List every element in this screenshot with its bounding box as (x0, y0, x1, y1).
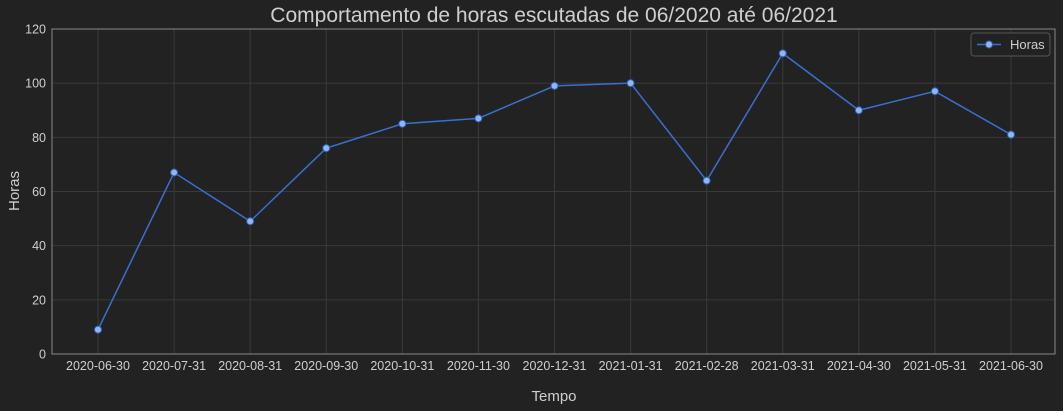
y-tick-label: 80 (32, 131, 46, 145)
data-point (702, 176, 711, 185)
plot-frame (51, 28, 1056, 355)
data-point (778, 49, 787, 58)
legend-box (970, 32, 1051, 57)
data-point (398, 119, 407, 128)
x-tick-label: 2021-04-30 (827, 359, 891, 373)
data-point (930, 87, 939, 96)
x-tick-label: 2020-07-31 (142, 359, 206, 373)
y-tick-label: 120 (25, 23, 46, 37)
x-tick-label: 2020-06-30 (66, 359, 130, 373)
data-point (550, 81, 559, 90)
x-tick-label: 2021-06-30 (979, 359, 1043, 373)
y-tick-label: 40 (32, 239, 46, 253)
series-markers (94, 49, 1015, 334)
data-point (474, 114, 483, 123)
y-tick-label: 100 (25, 77, 46, 91)
y-tick-label: 60 (32, 185, 46, 199)
x-tick-label: 2020-10-31 (370, 359, 434, 373)
legend-label-horas: Horas (1010, 37, 1045, 52)
data-point (322, 144, 331, 153)
data-point (170, 168, 179, 177)
chart-title: Comportamento de horas escutadas de 06/2… (270, 4, 837, 27)
x-tick-label: 2021-03-31 (751, 359, 815, 373)
y-tick-label: 0 (39, 348, 46, 362)
legend-marker (985, 40, 993, 49)
x-tick-label: 2021-01-31 (599, 359, 663, 373)
x-tick-label: 2020-09-30 (294, 359, 358, 373)
x-tick-label: 2020-12-31 (523, 359, 587, 373)
y-tick-label: 20 (32, 293, 46, 307)
x-tick-label: 2021-05-31 (903, 359, 967, 373)
x-tick-label: 2020-11-30 (447, 359, 510, 373)
x-axis-ticks: 2020-06-30 2020-07-31 2020-08-31 2020-09-30… (66, 359, 1043, 373)
x-axis-label: Tempo (531, 388, 576, 405)
y-axis-label: Horas (6, 171, 23, 211)
x-tick-label: 2020-08-31 (218, 359, 282, 373)
data-point (246, 217, 255, 226)
data-point (94, 325, 102, 334)
data-point (1007, 130, 1015, 139)
legend: Horas (970, 32, 1051, 57)
data-point (854, 106, 863, 115)
y-axis-ticks: 0 20 40 60 80 100 120 (25, 23, 46, 362)
data-point (626, 79, 635, 88)
x-tick-label: 2021-02-28 (675, 359, 739, 373)
